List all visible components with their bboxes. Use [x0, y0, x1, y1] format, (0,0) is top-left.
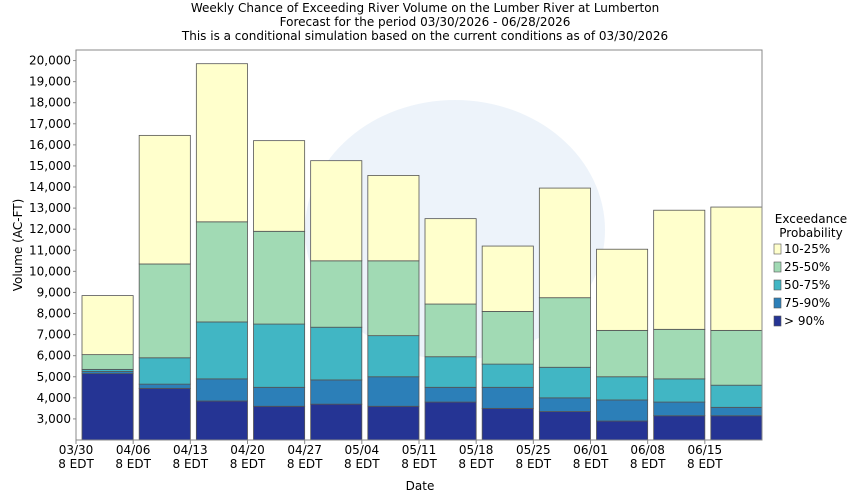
y-tick-label: 20,000 [29, 54, 71, 68]
bar-segment [195, 63, 248, 223]
chart-title: Weekly Chance of Exceeding River Volume … [191, 1, 659, 15]
bar-segment [138, 383, 191, 389]
legend-label: 25-50% [784, 260, 830, 274]
bar-segment [195, 221, 248, 323]
bar-segment [138, 357, 191, 385]
bar-segment [653, 328, 706, 380]
bars [81, 63, 762, 440]
bar-segment [253, 230, 306, 325]
y-tick-label: 8,000 [37, 307, 71, 321]
x-tick-label: 06/15 8 EDT [687, 443, 723, 471]
bar-segment [481, 386, 534, 409]
bar-segment [195, 378, 248, 402]
bar-segment [424, 303, 477, 358]
y-tick-label: 19,000 [29, 75, 71, 89]
y-tick-label: 12,000 [29, 222, 71, 236]
y-tick-label: 15,000 [29, 159, 71, 173]
legend-label: > 90% [784, 314, 825, 328]
y-tick-label: 4,000 [37, 391, 71, 405]
bar-segment [253, 386, 306, 407]
x-tick-label: 05/11 8 EDT [401, 443, 437, 471]
bar-segment [81, 295, 134, 356]
bar-segment [310, 403, 363, 440]
bar-segment [538, 297, 591, 368]
bar-segment [81, 373, 134, 440]
y-tick-label: 9,000 [37, 285, 71, 299]
bar-segment [195, 321, 248, 380]
bar-segment [481, 311, 534, 365]
x-tick-label: 03/30 8 EDT [58, 443, 94, 471]
bar-segment [538, 366, 591, 399]
x-tick-label: 06/01 8 EDT [573, 443, 609, 471]
bar-segment [367, 260, 420, 337]
bar-segment [710, 206, 762, 331]
y-tick-label: 14,000 [29, 180, 71, 194]
legend-label: 75-90% [784, 296, 830, 310]
y-tick-label: 5,000 [37, 370, 71, 384]
x-tick-label: 06/08 8 EDT [630, 443, 666, 471]
x-tick-label: 05/04 8 EDT [344, 443, 380, 471]
x-tick-label: 04/13 8 EDT [173, 443, 209, 471]
bar-segment [596, 248, 649, 331]
bar-segment [424, 356, 477, 388]
y-tick-label: 13,000 [29, 201, 71, 215]
bar-segment [653, 401, 706, 417]
legend-swatch [773, 243, 782, 255]
bar-segment [653, 378, 706, 403]
legend-swatch [773, 315, 782, 327]
bar-segment [367, 376, 420, 407]
bar-segment [367, 175, 420, 262]
legend-label: 10-25% [784, 242, 830, 256]
x-tick-label: 05/25 8 EDT [516, 443, 552, 471]
bar-segment [596, 329, 649, 378]
bar-segment [481, 245, 534, 312]
bar-segment [138, 387, 191, 440]
bar-segment [310, 160, 363, 262]
y-tick-label: 16,000 [29, 138, 71, 152]
legend-label: 50-75% [784, 278, 830, 292]
bar-segment [653, 209, 706, 330]
x-tick-label: 04/06 8 EDT [115, 443, 151, 471]
bar-segment [710, 406, 762, 417]
y-tick-label: 17,000 [29, 117, 71, 131]
y-axis-label: Volume (AC-FT) [11, 199, 25, 292]
bar-segment [310, 379, 363, 405]
bar-segment [538, 187, 591, 299]
chart-subtitle: Forecast for the period 03/30/2026 - 06/… [280, 15, 571, 29]
bar-segment [367, 335, 420, 378]
legend-swatch [773, 261, 782, 273]
legend-swatch [773, 297, 782, 309]
y-tick-label: 18,000 [29, 96, 71, 110]
bar-segment [138, 134, 191, 265]
y-tick-label: 3,000 [37, 412, 71, 426]
bar-segment [81, 354, 134, 370]
bar-segment [253, 140, 306, 232]
legend-swatch [773, 279, 782, 291]
bar-segment [253, 323, 306, 388]
bar-segment [481, 363, 534, 388]
bar-segment [310, 260, 363, 328]
bar-segment [424, 218, 477, 305]
chart-note: This is a conditional simulation based o… [181, 29, 668, 43]
bar-segment [138, 263, 191, 359]
bar-segment [710, 329, 762, 386]
x-tick-label: 05/18 8 EDT [458, 443, 494, 471]
y-tick-label: 10,000 [29, 264, 71, 278]
y-tick-label: 6,000 [37, 349, 71, 363]
bar-segment [596, 376, 649, 401]
y-tick-label: 11,000 [29, 243, 71, 257]
x-tick-label: 04/27 8 EDT [287, 443, 323, 471]
bar-segment [424, 386, 477, 403]
bar-segment [538, 397, 591, 412]
x-axis-label: Date [406, 479, 435, 493]
bar-segment [310, 326, 363, 381]
bar-segment [710, 384, 762, 408]
bar-segment [596, 399, 649, 422]
bar-segment [653, 415, 706, 440]
legend-title: Exceedance Probability [775, 212, 847, 240]
y-tick-label: 7,000 [37, 328, 71, 342]
x-tick-label: 04/20 8 EDT [230, 443, 266, 471]
